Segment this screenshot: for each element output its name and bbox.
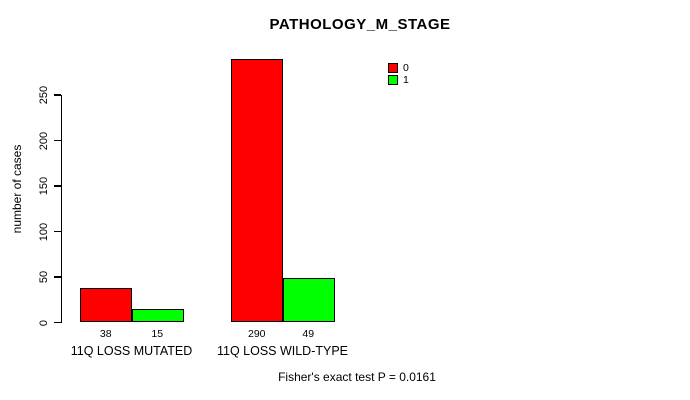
category-label: 11Q LOSS WILD-TYPE <box>216 343 349 358</box>
category-label: 11Q LOSS MUTATED <box>70 343 193 358</box>
bar-value-label: 15 <box>151 327 164 340</box>
legend: 0 1 <box>388 62 409 86</box>
legend-label: 1 <box>403 74 409 86</box>
statistical-test-annotation: Fisher's exact test P = 0.0161 <box>278 370 436 384</box>
bar-series-0-group-1 <box>231 58 283 323</box>
y-tick-mark <box>54 94 61 96</box>
y-tick-label: 250 <box>38 85 50 105</box>
chart-title: PATHOLOGY_M_STAGE <box>269 16 451 33</box>
y-tick-mark <box>54 276 61 278</box>
y-axis-line <box>61 95 63 323</box>
y-tick-mark <box>54 139 61 142</box>
y-tick-label: 100 <box>38 222 50 241</box>
y-axis-label: number of cases <box>10 144 24 234</box>
legend-label: 0 <box>403 62 409 74</box>
bar-value-label: 49 <box>302 327 315 340</box>
y-tick-label: 200 <box>38 131 50 150</box>
bar-series-1-group-0 <box>132 308 184 323</box>
bar-series-0-group-0 <box>80 287 132 323</box>
y-tick-label: 0 <box>38 319 50 326</box>
bar-value-label: 38 <box>99 327 112 340</box>
legend-item-0: 0 <box>388 62 409 74</box>
bar-value-label: 290 <box>247 327 266 340</box>
y-tick-label: 50 <box>38 270 50 284</box>
y-tick-mark <box>54 185 61 187</box>
legend-item-1: 1 <box>388 74 409 86</box>
bar-series-1-group-1 <box>283 277 335 323</box>
y-tick-mark <box>54 230 61 233</box>
y-tick-label: 150 <box>38 176 50 196</box>
y-tick-mark <box>54 321 61 324</box>
legend-swatch-green <box>388 75 398 85</box>
legend-swatch-red <box>388 63 398 73</box>
